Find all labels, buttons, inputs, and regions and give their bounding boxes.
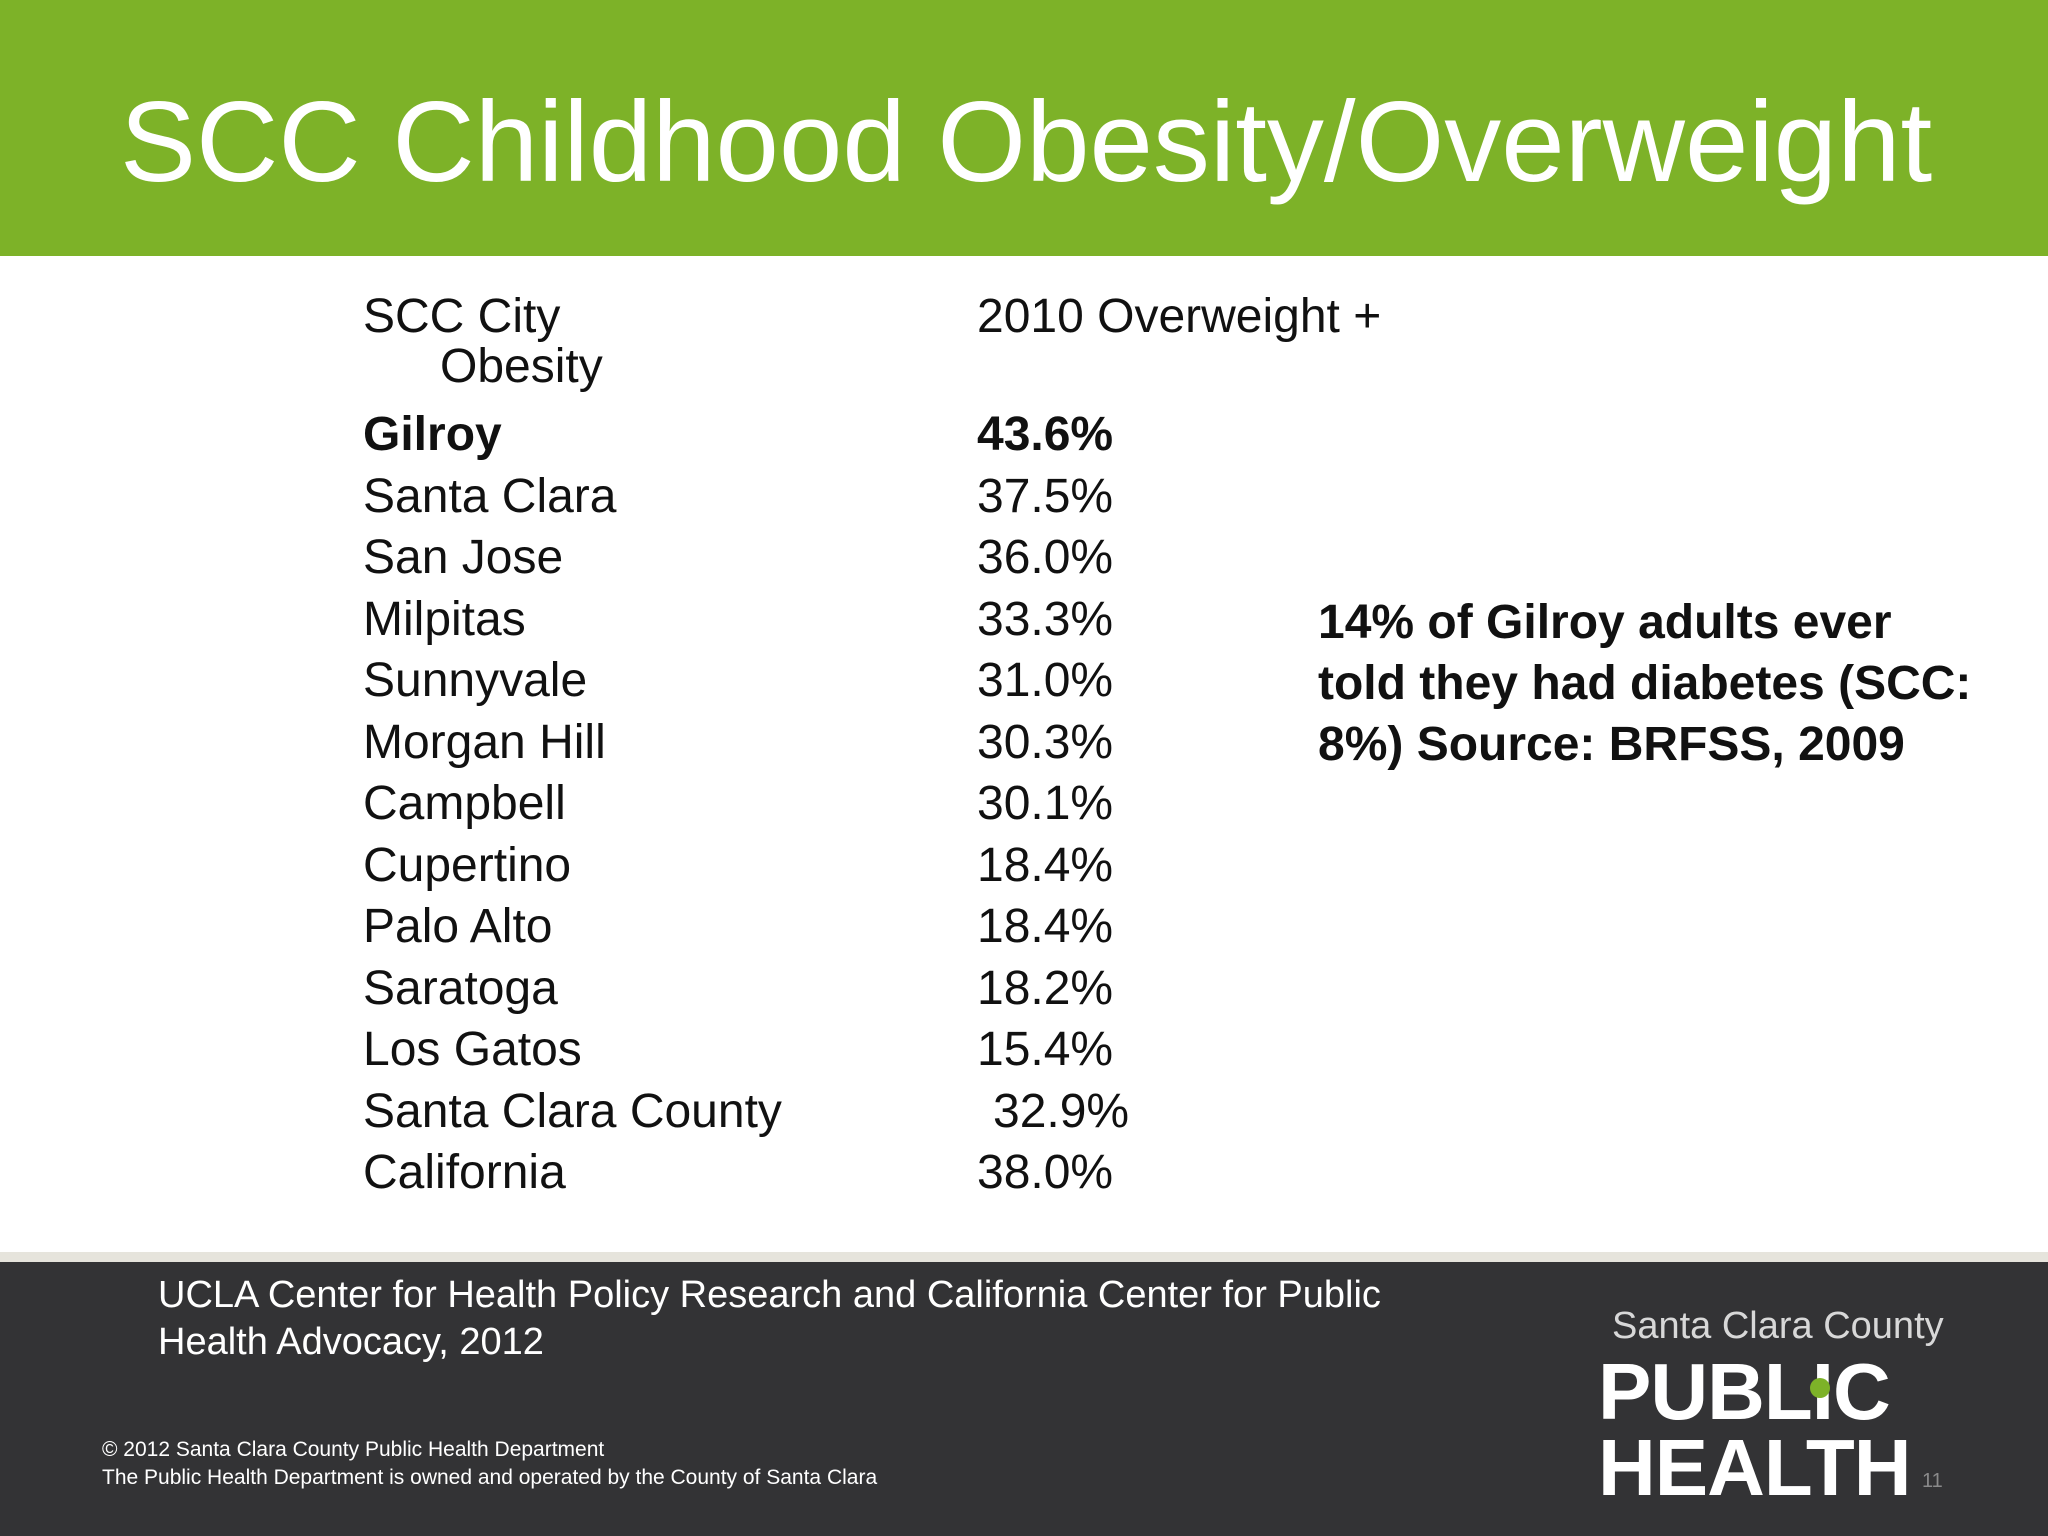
city-name: Morgan Hill bbox=[363, 715, 606, 769]
copyright-line2: The Public Health Department is owned an… bbox=[102, 1466, 878, 1489]
city-name: Los Gatos bbox=[363, 1023, 582, 1076]
city-name: Cupertino bbox=[363, 838, 572, 892]
percent-value: 37.5% bbox=[977, 469, 1114, 523]
source-citation: UCLA Center for Health Policy Research a… bbox=[158, 1274, 1381, 1363]
city-name: Sunnyvale bbox=[363, 654, 588, 707]
city-name: Santa Clara bbox=[363, 469, 617, 523]
header-value: 2010 Overweight + bbox=[977, 290, 1382, 343]
logo-word-public: PUBLIC bbox=[1598, 1347, 1891, 1436]
city-name: Campbell bbox=[363, 777, 566, 830]
percent-value: 33.3% bbox=[977, 592, 1114, 646]
copyright: © 2012 Santa Clara County Public Health … bbox=[102, 1436, 877, 1492]
city-name: Gilroy bbox=[363, 408, 502, 461]
percent-value: 18.4% bbox=[977, 838, 1114, 892]
copyright-line1: © 2012 Santa Clara County Public Health … bbox=[102, 1438, 605, 1461]
diabetes-note: 14% of Gilroy adults ever told they had … bbox=[1318, 596, 1972, 771]
percent-value: 30.1% bbox=[977, 777, 1114, 830]
percent-value: 30.3% bbox=[977, 715, 1114, 769]
public-health-logo: Santa Clara County PUBLIC HEALTH bbox=[1598, 1304, 1958, 1508]
city-name: Saratoga bbox=[363, 961, 558, 1015]
percent-value: 43.6% bbox=[977, 408, 1114, 461]
header-city-line2: Obesity bbox=[440, 340, 603, 393]
header-city-line1: SCC City bbox=[363, 290, 561, 343]
city-name: San Jose bbox=[363, 531, 564, 584]
footer bbox=[0, 1262, 2048, 1536]
percent-value: 38.0% bbox=[977, 1146, 1114, 1199]
logo-word-health: HEALTH bbox=[1598, 1423, 1911, 1512]
city-name: Santa Clara County bbox=[363, 1084, 782, 1138]
percent-value: 32.9% bbox=[993, 1084, 1130, 1138]
percent-value: 18.4% bbox=[977, 900, 1114, 953]
percent-value: 31.0% bbox=[977, 654, 1114, 707]
city-name: Palo Alto bbox=[363, 900, 553, 953]
title-bar: SCC Childhood Obesity/Overweight bbox=[0, 0, 2048, 256]
header-city: SCC City Obesity bbox=[363, 292, 603, 392]
city-name: California bbox=[363, 1146, 566, 1199]
percent-value: 36.0% bbox=[977, 531, 1114, 584]
city-name: Milpitas bbox=[363, 592, 526, 646]
percent-value: 18.2% bbox=[977, 961, 1114, 1015]
page-number: 11 bbox=[1922, 1470, 1943, 1492]
slide-title: SCC Childhood Obesity/Overweight bbox=[120, 79, 1933, 206]
percent-value: 15.4% bbox=[977, 1023, 1114, 1076]
footer-separator bbox=[0, 1252, 2048, 1262]
logo-dot-icon bbox=[1810, 1378, 1830, 1398]
logo-county-text: Santa Clara County bbox=[1612, 1305, 1944, 1347]
